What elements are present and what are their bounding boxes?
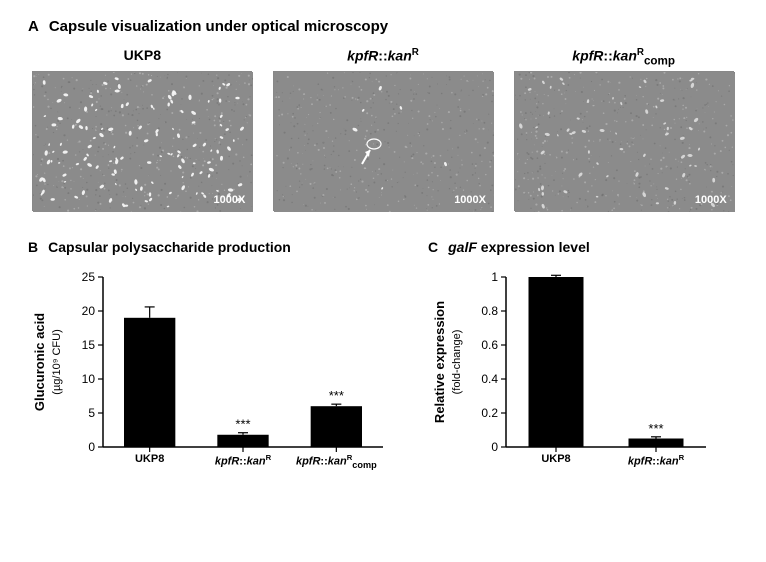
microscopy-col-1: kpfR::kanR1000X bbox=[269, 47, 498, 211]
svg-text:(µg/10⁹ CFU): (µg/10⁹ CFU) bbox=[51, 329, 63, 394]
svg-text:10: 10 bbox=[82, 372, 96, 386]
panel-c-letter: C bbox=[428, 239, 438, 255]
svg-text:0: 0 bbox=[491, 440, 498, 454]
svg-text:(fold-change): (fold-change) bbox=[451, 330, 463, 395]
panel-b-chart: 0510152025Glucuronic acid(µg/10⁹ CFU)UKP… bbox=[28, 267, 393, 482]
magnification-label-0: 1000X bbox=[214, 194, 246, 206]
microscopy-col-2: kpfR::kanRcomp1000X bbox=[509, 47, 738, 211]
panel-b-title: B Capsular polysaccharide production bbox=[28, 239, 398, 255]
microscopy-col-0: UKP8 1000X bbox=[28, 47, 257, 211]
panel-c-title: C galF expression level bbox=[428, 239, 718, 255]
microscopy-label-0: UKP8 bbox=[124, 47, 161, 65]
svg-text:***: *** bbox=[235, 417, 250, 432]
svg-text:***: *** bbox=[648, 421, 663, 436]
panel-b-text: Capsular polysaccharide production bbox=[48, 239, 291, 255]
svg-text:Relative expression: Relative expression bbox=[432, 301, 447, 423]
panel-a-text: Capsule visualization under optical micr… bbox=[49, 18, 388, 35]
svg-text:1: 1 bbox=[491, 270, 498, 284]
microscopy-row: UKP81000XkpfR::kanR1000XkpfR::kanRcomp10… bbox=[28, 47, 738, 211]
charts-row: B Capsular polysaccharide production 0 5 1… bbox=[28, 239, 738, 482]
microscopy-label-2: kpfR::kanRcomp bbox=[572, 47, 675, 65]
panel-a-title: A Capsule visualization under optical mi… bbox=[28, 18, 738, 35]
svg-text:***: *** bbox=[329, 388, 344, 403]
microscopy-image-1: 1000X bbox=[273, 71, 493, 211]
panel-a-letter: A bbox=[28, 18, 39, 35]
svg-text:0: 0 bbox=[88, 440, 95, 454]
svg-text:0.4: 0.4 bbox=[481, 372, 498, 386]
panel-b-letter: B bbox=[28, 239, 38, 255]
microscopy-label-1: kpfR::kanR bbox=[347, 47, 419, 65]
panel-c-chart: 0 0.2 0.4 0.6 0.8 1 Relative expression (fold-c… bbox=[428, 267, 716, 482]
svg-text:0.6: 0.6 bbox=[481, 338, 498, 352]
svg-text:0.2: 0.2 bbox=[481, 406, 498, 420]
svg-text:5: 5 bbox=[88, 406, 95, 420]
svg-text:15: 15 bbox=[82, 338, 96, 352]
panel-c-text: galF expression level bbox=[448, 239, 590, 255]
svg-text:0.8: 0.8 bbox=[481, 304, 498, 318]
panel-b: B Capsular polysaccharide production 0 5 1… bbox=[28, 239, 398, 482]
svg-text:25: 25 bbox=[82, 270, 96, 284]
magnification-label-1: 1000X bbox=[454, 194, 486, 206]
microscopy-image-2: 1000X bbox=[514, 71, 734, 211]
svg-text:20: 20 bbox=[82, 304, 96, 318]
panel-c: C galF expression level 0 0.2 0.4 0.6 0.8 1 Re… bbox=[428, 239, 718, 482]
microscopy-image-0: 1000X bbox=[32, 71, 252, 211]
svg-text:Glucuronic acid: Glucuronic acid bbox=[32, 313, 47, 411]
magnification-label-2: 1000X bbox=[695, 194, 727, 206]
